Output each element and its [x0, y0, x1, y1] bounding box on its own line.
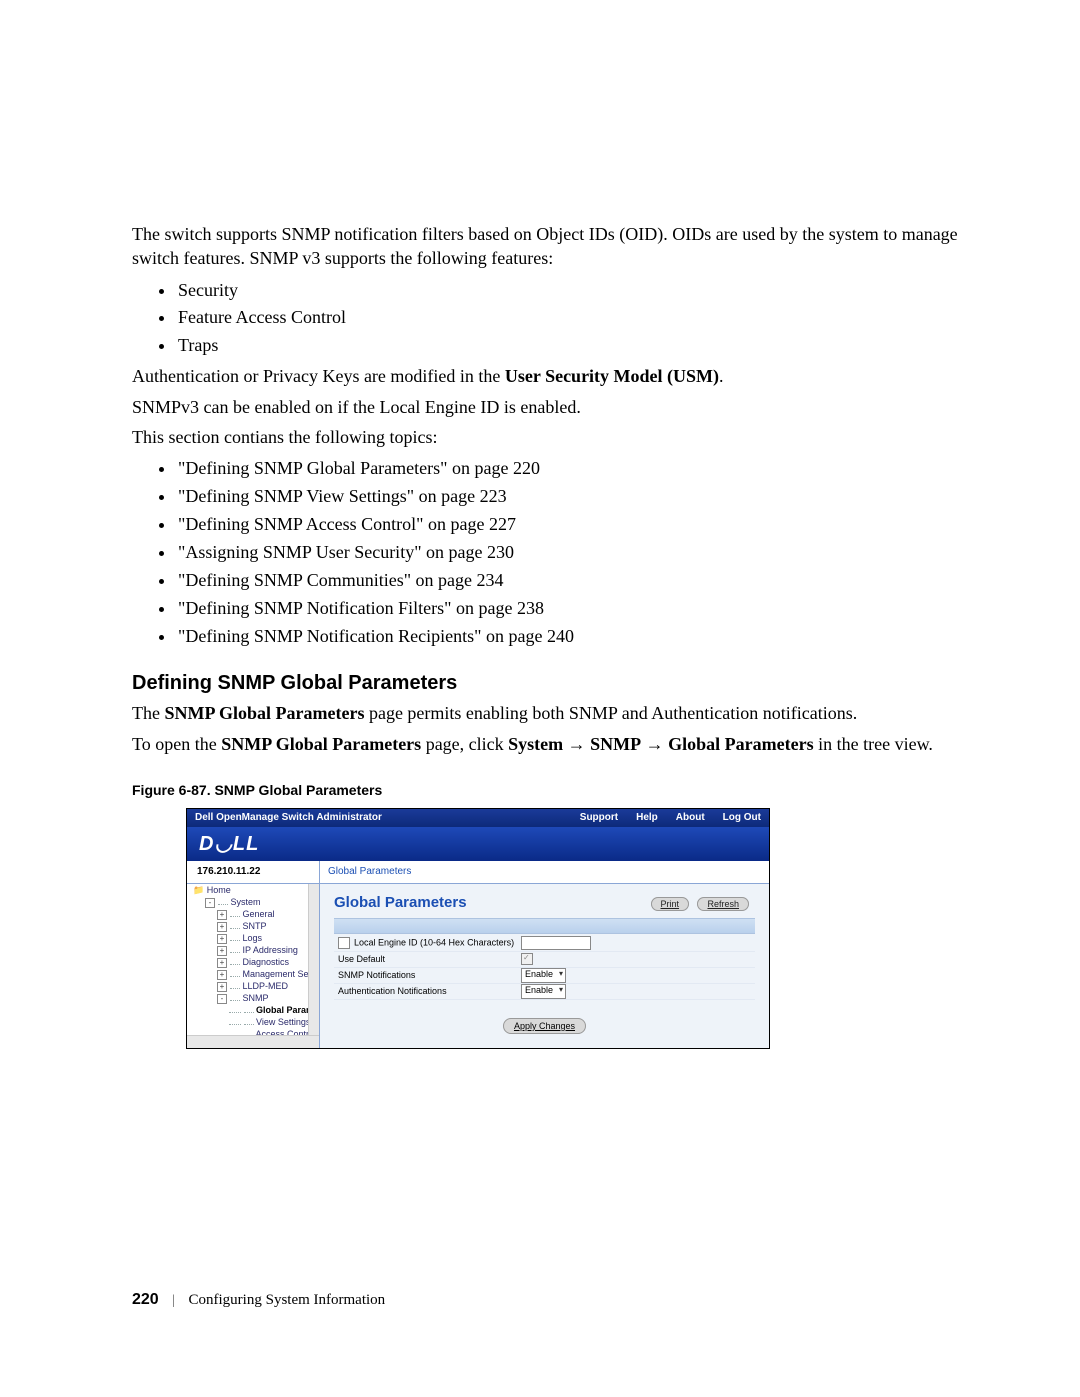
- panel-title: Global Parameters: [334, 894, 467, 911]
- tree-item[interactable]: + IP Addressing: [187, 944, 319, 956]
- left-pane: 176.210.11.22 📁 Home - System+ General+ …: [187, 861, 320, 1048]
- titlebar-link[interactable]: Log Out: [723, 812, 761, 823]
- bold: SNMP Global Parameters: [164, 703, 364, 723]
- param-row: Use Default: [334, 952, 755, 968]
- paragraph-engineid: SNMPv3 can be enabled on if the Local En…: [132, 395, 1000, 419]
- titlebar-text: Dell OpenManage Switch Administrator: [195, 812, 382, 823]
- text: Authentication or Privacy Keys are modif…: [132, 366, 505, 386]
- list-item: Traps: [176, 332, 1000, 360]
- paragraph-topics-intro: This section contians the following topi…: [132, 425, 1000, 449]
- section-heading: Defining SNMP Global Parameters: [132, 672, 1000, 695]
- arrow: →: [641, 734, 668, 754]
- titlebar-links: Support Help About Log Out: [562, 812, 761, 823]
- tree-item[interactable]: - System: [187, 896, 319, 908]
- arrow: →: [563, 734, 590, 754]
- paragraph-nav-path: To open the SNMP Global Parameters page,…: [132, 732, 1000, 756]
- paragraph-intro: The switch supports SNMP notification fi…: [132, 222, 1000, 271]
- tree-item[interactable]: + General: [187, 908, 319, 920]
- panel-band: [334, 918, 755, 934]
- text: page, click: [421, 734, 508, 754]
- titlebar: Dell OpenManage Switch Administrator Sup…: [187, 809, 769, 827]
- text: To open the: [132, 734, 221, 754]
- tree-home[interactable]: 📁 Home: [187, 884, 319, 896]
- tree-item[interactable]: View Settings: [187, 1016, 319, 1028]
- bold: SNMP: [590, 734, 641, 754]
- print-button[interactable]: Print: [651, 897, 690, 911]
- titlebar-link[interactable]: Support: [580, 812, 618, 823]
- param-select[interactable]: Enable: [521, 984, 566, 999]
- list-item: Security: [176, 277, 1000, 305]
- list-item: "Defining SNMP Notification Recipients" …: [176, 623, 1000, 651]
- page-number: 220: [132, 1291, 159, 1308]
- bold: SNMP Global Parameters: [221, 734, 421, 754]
- text: The: [132, 703, 164, 723]
- list-item: "Defining SNMP Access Control" on page 2…: [176, 511, 1000, 539]
- paragraph-page-desc: The SNMP Global Parameters page permits …: [132, 701, 1000, 725]
- bullet-list-topics: "Defining SNMP Global Parameters" on pag…: [132, 455, 1000, 650]
- nav-tree: 📁 Home - System+ General+ SNTP+ Logs+ IP…: [187, 884, 319, 1047]
- chapter-name: Configuring System Information: [189, 1292, 386, 1308]
- list-item: "Defining SNMP View Settings" on page 22…: [176, 483, 1000, 511]
- text: page permits enabling both SNMP and Auth…: [364, 703, 857, 723]
- footer-sep: |: [172, 1293, 175, 1308]
- text: in the tree view.: [814, 734, 933, 754]
- param-row: Authentication NotificationsEnable: [334, 984, 755, 1000]
- tree-item[interactable]: + LLDP-MED: [187, 980, 319, 992]
- list-item: "Defining SNMP Notification Filters" on …: [176, 595, 1000, 623]
- page-footer: 220 | Configuring System Information: [132, 1291, 385, 1309]
- list-item: "Assigning SNMP User Security" on page 2…: [176, 539, 1000, 567]
- engine-id-input[interactable]: [521, 936, 591, 950]
- dell-logo: D◡LL: [199, 831, 259, 856]
- list-item: "Defining SNMP Communities" on page 234: [176, 567, 1000, 595]
- text: .: [719, 366, 724, 386]
- param-select[interactable]: Enable: [521, 968, 566, 983]
- tree-hscrollbar[interactable]: [187, 1035, 319, 1048]
- param-row: Local Engine ID (10-64 Hex Characters): [334, 936, 755, 952]
- tree-item[interactable]: + Diagnostics: [187, 956, 319, 968]
- brand-bar: D◡LL: [187, 827, 769, 861]
- tree-item[interactable]: + Management Securit: [187, 968, 319, 980]
- bullet-list-features: SecurityFeature Access ControlTraps: [132, 277, 1000, 361]
- tree-scrollbar[interactable]: [308, 884, 319, 1047]
- ip-address: 176.210.11.22: [187, 861, 319, 884]
- bold: Global Parameters: [668, 734, 813, 754]
- usm-bold: User Security Model (USM): [505, 366, 719, 386]
- bold: System: [508, 734, 563, 754]
- engine-id-checkbox[interactable]: [338, 937, 350, 949]
- tree-item[interactable]: Global Paramet: [187, 1004, 319, 1016]
- tree-item[interactable]: + SNTP: [187, 920, 319, 932]
- tree-item[interactable]: + Logs: [187, 932, 319, 944]
- apply-changes-button[interactable]: Apply Changes: [503, 1018, 586, 1034]
- breadcrumb: Global Parameters: [320, 861, 769, 884]
- param-row: SNMP NotificationsEnable: [334, 968, 755, 984]
- right-pane: Global Parameters Global Parameters Prin…: [320, 861, 769, 1048]
- paragraph-usm: Authentication or Privacy Keys are modif…: [132, 364, 1000, 388]
- list-item: "Defining SNMP Global Parameters" on pag…: [176, 455, 1000, 483]
- breadcrumb-link[interactable]: Global Parameters: [328, 866, 411, 877]
- titlebar-link[interactable]: Help: [636, 812, 658, 823]
- screenshot: Dell OpenManage Switch Administrator Sup…: [186, 808, 770, 1049]
- use-default-checkbox[interactable]: [521, 953, 533, 965]
- refresh-button[interactable]: Refresh: [697, 897, 749, 911]
- list-item: Feature Access Control: [176, 304, 1000, 332]
- tree-item[interactable]: - SNMP: [187, 992, 319, 1004]
- titlebar-link[interactable]: About: [676, 812, 705, 823]
- figure-caption: Figure 6-87. SNMP Global Parameters: [132, 782, 1000, 798]
